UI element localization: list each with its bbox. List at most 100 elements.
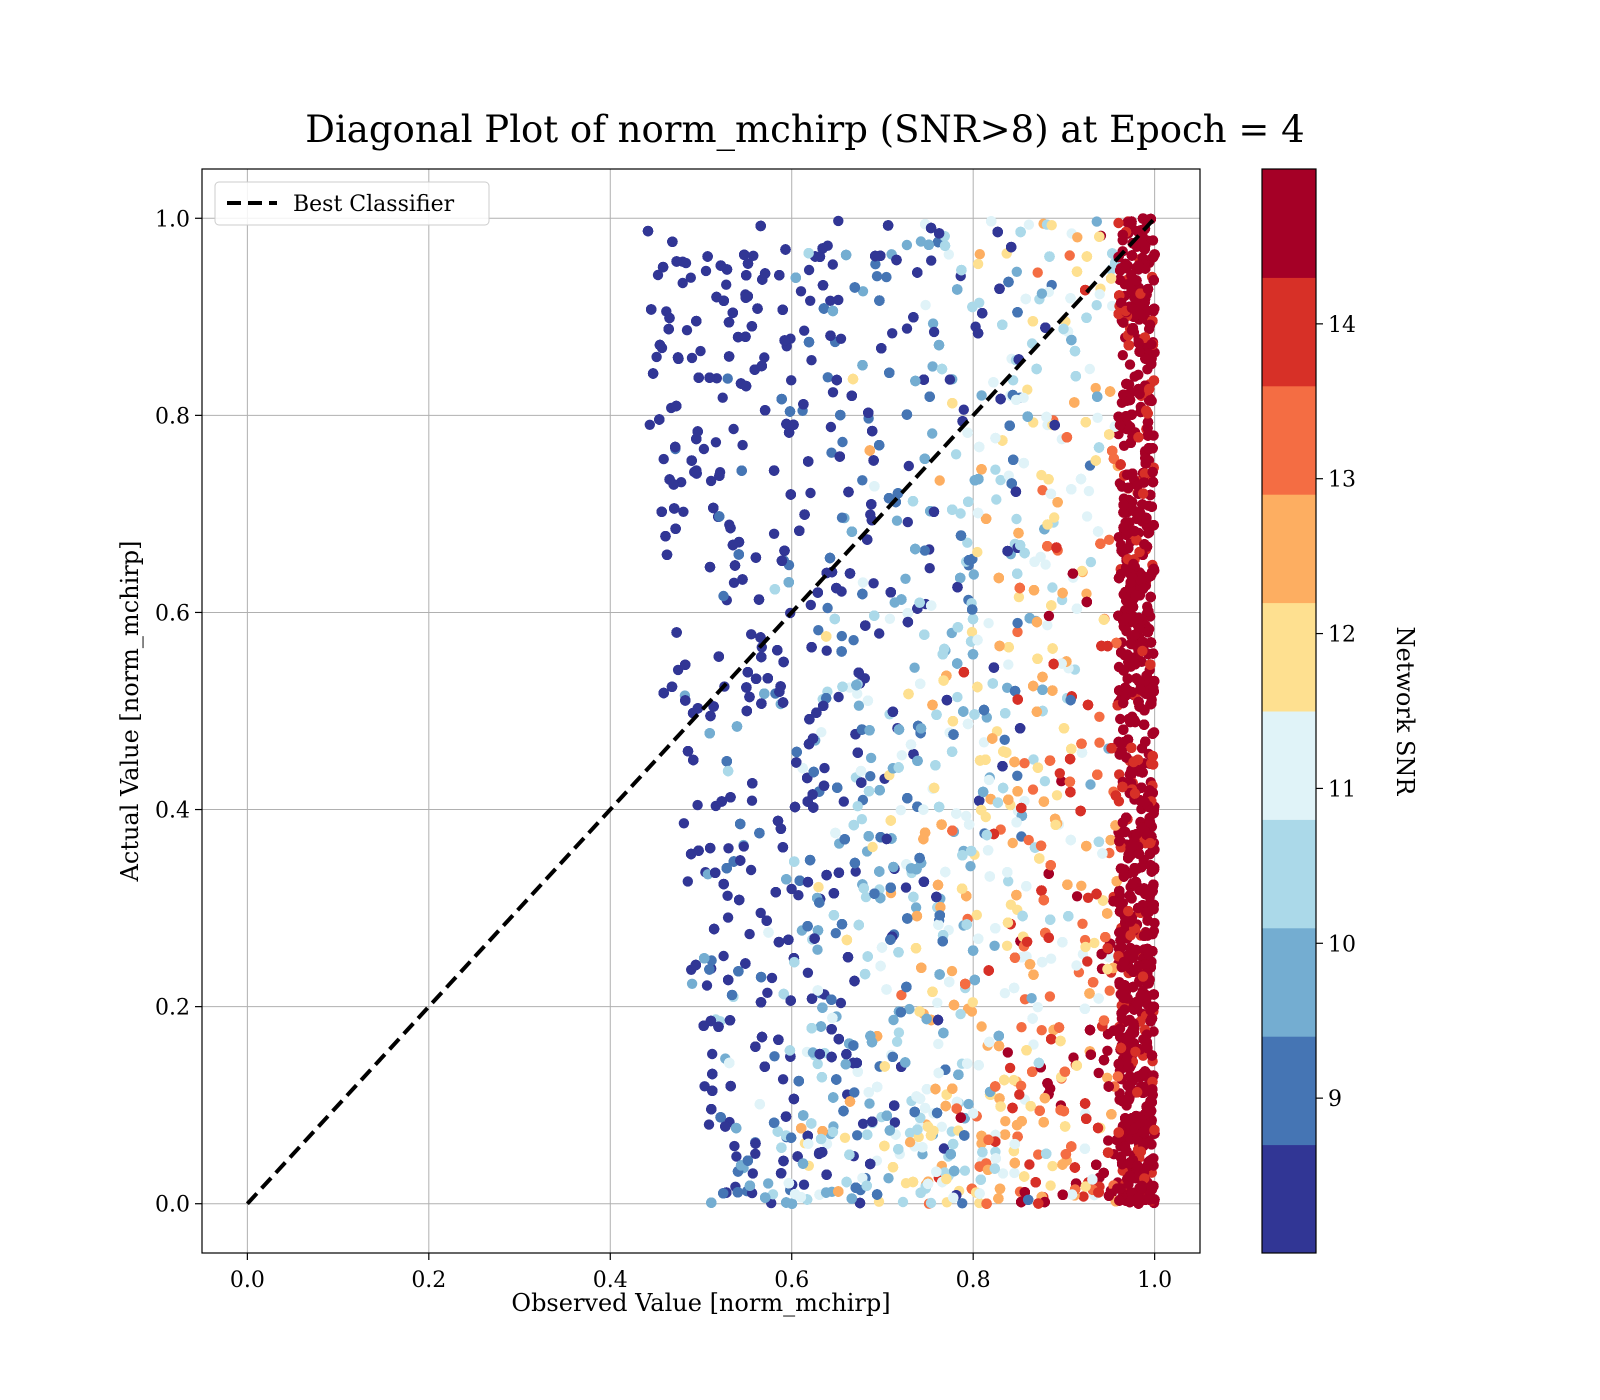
scatter-point [928,326,940,338]
scatter-point [867,841,878,853]
scatter-point [786,883,797,895]
scatter-point [925,1197,937,1209]
scatter-point [1129,371,1140,382]
scatter-point [1084,363,1096,375]
scatter-point [883,1173,894,1184]
scatter-point [652,269,664,281]
scatter-point [677,277,688,289]
scatter-point [805,599,816,611]
scatter-point [966,626,978,638]
scatter-point [710,437,722,448]
scatter-point [852,688,863,699]
scatter-point [1077,918,1088,929]
scatter-point [1115,713,1126,725]
scatter-point [759,352,770,363]
scatter-point [983,618,994,629]
scatter-point [746,629,757,640]
scatter-point [864,1098,875,1109]
scatter-point [833,215,844,227]
scatter-point [1001,940,1013,951]
scatter-point [777,1074,789,1085]
scatter-point [946,965,958,977]
scatter-point [1047,1160,1058,1172]
scatter-point [1085,779,1096,790]
scatter-point [1013,591,1025,603]
scatter-point [848,635,859,646]
scatter-point [1124,359,1136,370]
scatter-point [865,752,877,764]
scatter-point [1102,1072,1113,1084]
scatter-point [857,1118,869,1130]
scatter-point [737,439,748,451]
scatter-point [895,805,906,816]
scatter-point [838,796,849,807]
chart-title: Diagonal Plot of norm_mchirp (SNR>8) at … [305,108,1304,152]
scatter-point [955,508,966,519]
scatter-point [1102,1045,1113,1057]
scatter-point [852,1130,863,1141]
scatter-point [1082,892,1094,903]
scatter-point [812,1058,823,1070]
scatter-point [884,613,896,624]
scatter-point [974,249,985,260]
scatter-point [1024,1159,1035,1170]
scatter-point [1091,300,1102,311]
scatter-point [813,881,824,893]
scatter-point [1007,837,1018,849]
scatter-point [722,912,734,923]
scatter-point [686,352,698,364]
scatter-point [698,443,710,455]
scatter-point [1033,1149,1044,1160]
scatter-points [642,213,1160,1209]
scatter-point [1016,1021,1027,1033]
scatter-point [1089,937,1100,949]
scatter-point [1068,1052,1079,1063]
scatter-point [924,563,935,574]
scatter-point [746,795,758,806]
scatter-point [686,978,698,989]
scatter-point [1094,737,1105,748]
scatter-point [891,515,903,526]
scatter-point [968,569,979,580]
scatter-point [961,810,972,822]
scatter-point [700,265,712,277]
scatter-point [1104,534,1115,545]
scatter-point [718,590,729,602]
scatter-point [806,355,817,366]
scatter-point [836,512,848,523]
scatter-point [1036,288,1048,299]
scatter-point [750,1148,761,1160]
scatter-point [701,980,713,991]
scatter-point [1078,1191,1089,1202]
scatter-point [1037,485,1048,496]
scatter-point [1023,834,1034,846]
scatter-point [944,374,956,385]
scatter-point [1011,266,1022,277]
scatter-point [1014,1089,1025,1100]
scatter-point [934,475,945,486]
scatter-point [1043,610,1055,622]
scatter-point [836,630,847,642]
scatter-point [812,944,823,955]
scatter-point [1044,991,1056,1002]
scatter-point [1094,711,1105,722]
scatter-point [910,902,922,913]
scatter-point [837,436,848,448]
scatter-point [852,801,863,812]
scatter-point [827,1126,839,1138]
scatter-point [728,423,739,435]
scatter-point [1082,956,1093,967]
scatter-point [1046,220,1057,231]
scatter-point [902,516,913,528]
scatter-point [827,259,838,270]
scatter-point [999,988,1011,999]
scatter-point [651,351,662,363]
scatter-point [888,1014,899,1026]
scatter-point [971,909,982,921]
scatter-point [731,1151,742,1162]
scatter-point [950,449,962,460]
scatter-point [901,323,913,334]
scatter-point [747,1168,758,1179]
scatter-point [1003,876,1014,887]
scatter-point [793,890,804,901]
